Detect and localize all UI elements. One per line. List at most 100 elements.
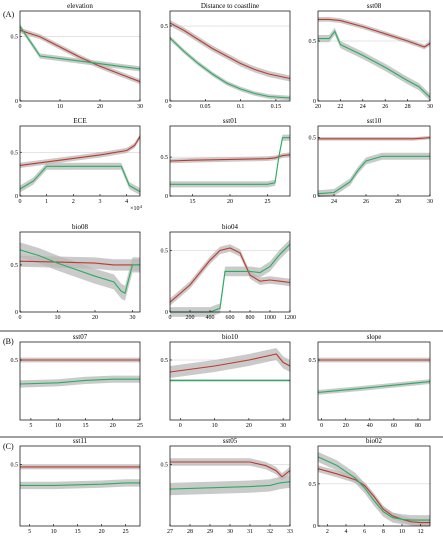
confidence-band [20,162,140,196]
x-tick-label: 2 [72,199,75,205]
series-line [317,468,430,524]
series-line [169,154,291,162]
x-tick-label: 800 [246,315,255,321]
plot-frame [169,341,291,421]
x-tick-label: 20 [97,104,103,110]
series-line [317,381,431,393]
y-tick-label: 0.5 [309,136,317,142]
x-tick-label: 20 [315,104,321,110]
series-line [317,456,430,521]
confidence-band [170,239,290,317]
x-tick-label: 20 [92,315,98,321]
x-tick-label: 26 [363,199,369,205]
series-line [169,37,291,99]
x-tick-label: 25 [265,199,271,205]
x-exponent-label: ×104 [130,204,142,212]
x-tick-label: 1200 [284,315,296,321]
y-tick-label: 0 [15,310,18,316]
series-line [169,481,291,490]
x-tick-label: 5 [29,423,32,429]
x-tick-label: 33 [287,529,293,535]
chart-panel: bio02 2 4 6 8 10 12 0 0.5 [309,437,431,535]
chart-title: ECE [73,117,86,125]
y-tick-label: 0 [313,99,316,105]
chart-title: bio04 [222,223,238,231]
chart-title: elevation [67,2,93,10]
x-tick-label: 1 [45,199,48,205]
x-tick-label: 200 [186,315,195,321]
y-tick-label: 0.5 [161,248,169,254]
x-tick-label: 28 [395,199,401,205]
y-tick-label: 0 [15,99,18,105]
chart-panel: bio10 0 10 20 30 0.5 [161,333,291,429]
x-tick-label: 10 [55,315,61,321]
chart-panel: Distance to coastline 0 0.05 0.1 0.15 0 0.5 [161,2,291,110]
chart-panel: ECE 0 1 2 3 4×104 0 0.5 [11,117,143,212]
chart-panel: slope 0 20 40 60 80 0.5 [309,333,431,429]
x-tick-label: 28 [405,104,411,110]
plot-frame [19,231,141,313]
x-tick-label: 400 [206,315,215,321]
x-tick-label: 20 [99,529,105,535]
x-tick-label: 27 [167,529,173,535]
x-tick-label: 20 [246,423,252,429]
confidence-band [20,242,140,301]
x-tick-label: 60 [391,423,397,429]
x-tick-label: 80 [415,423,421,429]
series-line [19,249,140,295]
y-tick-label: 0.5 [161,24,169,30]
x-exponent-power: 4 [140,204,143,209]
x-tick-label: 0.15 [271,104,282,110]
x-tick-label: 30 [227,529,233,535]
confidence-band [170,475,290,496]
series-line [19,165,141,193]
plot-frame [317,10,431,102]
confidence-band [20,375,140,388]
section-label: (A) [3,10,14,19]
y-tick-label: 0 [165,310,168,316]
chart-title: sst10 [367,117,382,125]
y-tick-label: 0.5 [11,358,19,364]
plot-frame [19,341,141,421]
x-tick-label: 4 [125,199,128,205]
chart-panel: bio04 0 200 400 600 800 1000 1200 0 0.5 [161,223,297,321]
series-line [169,22,291,80]
chart-title: bio10 [222,333,238,341]
x-tick-label: 0 [19,104,22,110]
y-tick-label: 0 [165,194,168,200]
x-tick-label: 0 [320,423,323,429]
x-tick-label: 20 [227,199,233,205]
plot-frame [317,125,431,197]
y-tick-label: 0.5 [161,462,169,468]
x-tick-label: 26 [382,104,388,110]
y-tick-label: 0.5 [309,39,317,45]
series-line [20,482,140,486]
x-tick-label: 3 [99,199,102,205]
series-line [19,136,141,166]
x-tick-label: 24 [331,199,337,205]
x-tick-label: 4 [345,529,348,535]
x-tick-label: 20 [343,423,349,429]
x-tick-label: 30 [130,315,136,321]
x-tick-label: 32 [267,529,273,535]
x-tick-label: 5 [28,529,31,535]
chart-panel: bio08 0 10 20 30 0 0.5 [11,223,141,321]
x-tick-label: 10 [55,423,61,429]
x-tick-label: 25 [137,423,143,429]
x-tick-label: 15 [82,423,88,429]
y-tick-label: 0.5 [161,358,169,364]
confidence-band [318,451,430,526]
x-tick-label: 2 [326,529,329,535]
x-tick-label: 15 [75,529,81,535]
plot-frame [19,445,141,527]
y-tick-label: 0 [313,194,316,200]
y-tick-label: 0 [165,99,168,105]
confidence-band [318,152,430,198]
x-tick-label: 15 [190,199,196,205]
x-tick-label: 30 [427,199,433,205]
series-line [19,378,140,385]
chart-title: sst08 [367,2,382,10]
y-tick-label: 0 [15,194,18,200]
x-tick-label: 8 [382,529,385,535]
chart-title: sst07 [73,333,88,341]
